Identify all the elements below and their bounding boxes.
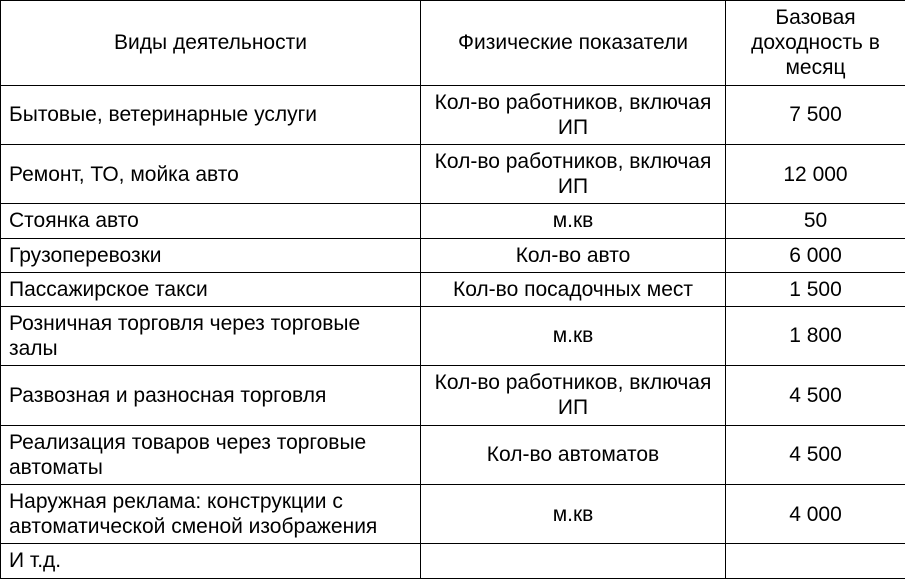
cell-activity: Ремонт, ТО, мойка авто [1, 144, 421, 203]
table-row: Грузоперевозки Кол-во авто 6 000 [1, 238, 905, 272]
activities-table: Виды деятельности Физические показатели … [0, 0, 905, 579]
cell-base-yield: 4 000 [726, 485, 905, 544]
cell-base-yield: 6 000 [726, 238, 905, 272]
cell-indicator: Кол-во работников, включая ИП [421, 366, 726, 425]
cell-base-yield: 1 800 [726, 306, 905, 365]
cell-activity: И т.д. [1, 544, 421, 578]
cell-base-yield: 7 500 [726, 85, 905, 144]
cell-activity: Грузоперевозки [1, 238, 421, 272]
table-row: Стоянка авто м.кв 50 [1, 204, 905, 238]
col-activity: Виды деятельности [1, 1, 421, 86]
cell-indicator: Кол-во работников, включая ИП [421, 144, 726, 203]
cell-indicator: Кол-во авто [421, 238, 726, 272]
cell-activity: Реализация товаров через торговые автома… [1, 425, 421, 484]
cell-base-yield: 50 [726, 204, 905, 238]
cell-activity: Наружная реклама: конструкции с автомати… [1, 485, 421, 544]
col-indicator: Физические показатели [421, 1, 726, 86]
table-row: Пассажирское такси Кол-во посадочных мес… [1, 272, 905, 306]
table-row: Розничная торговля через торговые залы м… [1, 306, 905, 365]
cell-indicator: м.кв [421, 306, 726, 365]
cell-base-yield: 4 500 [726, 425, 905, 484]
cell-activity: Пассажирское такси [1, 272, 421, 306]
cell-base-yield [726, 544, 905, 578]
cell-base-yield: 4 500 [726, 366, 905, 425]
col-base-yield: Базовая доходность в месяц [726, 1, 905, 86]
table-row: Бытовые, ветеринарные услуги Кол-во рабо… [1, 85, 905, 144]
table-row: Развозная и разносная торговля Кол-во ра… [1, 366, 905, 425]
cell-indicator [421, 544, 726, 578]
cell-indicator: Кол-во автоматов [421, 425, 726, 484]
cell-indicator: м.кв [421, 485, 726, 544]
table-row: И т.д. [1, 544, 905, 578]
cell-indicator: Кол-во посадочных мест [421, 272, 726, 306]
cell-indicator: м.кв [421, 204, 726, 238]
cell-base-yield: 1 500 [726, 272, 905, 306]
cell-base-yield: 12 000 [726, 144, 905, 203]
header-row: Виды деятельности Физические показатели … [1, 1, 905, 86]
cell-indicator: Кол-во работников, включая ИП [421, 85, 726, 144]
table-row: Ремонт, ТО, мойка авто Кол-во работников… [1, 144, 905, 203]
cell-activity: Стоянка авто [1, 204, 421, 238]
table-body: Бытовые, ветеринарные услуги Кол-во рабо… [1, 85, 905, 578]
table-header: Виды деятельности Физические показатели … [1, 1, 905, 86]
table-row: Реализация товаров через торговые автома… [1, 425, 905, 484]
cell-activity: Развозная и разносная торговля [1, 366, 421, 425]
cell-activity: Розничная торговля через торговые залы [1, 306, 421, 365]
table-row: Наружная реклама: конструкции с автомати… [1, 485, 905, 544]
cell-activity: Бытовые, ветеринарные услуги [1, 85, 421, 144]
